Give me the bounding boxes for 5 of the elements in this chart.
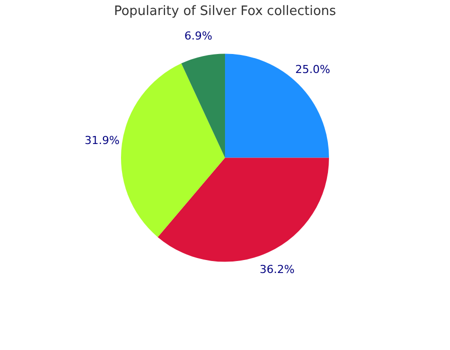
data-label: 36.2% [260, 263, 295, 276]
data-label: 31.9% [84, 134, 120, 147]
data-label: 6.9% [184, 30, 212, 43]
data-label: 25.0% [295, 62, 330, 76]
chart-title: Popularity of Silver Fox collections [114, 4, 336, 20]
